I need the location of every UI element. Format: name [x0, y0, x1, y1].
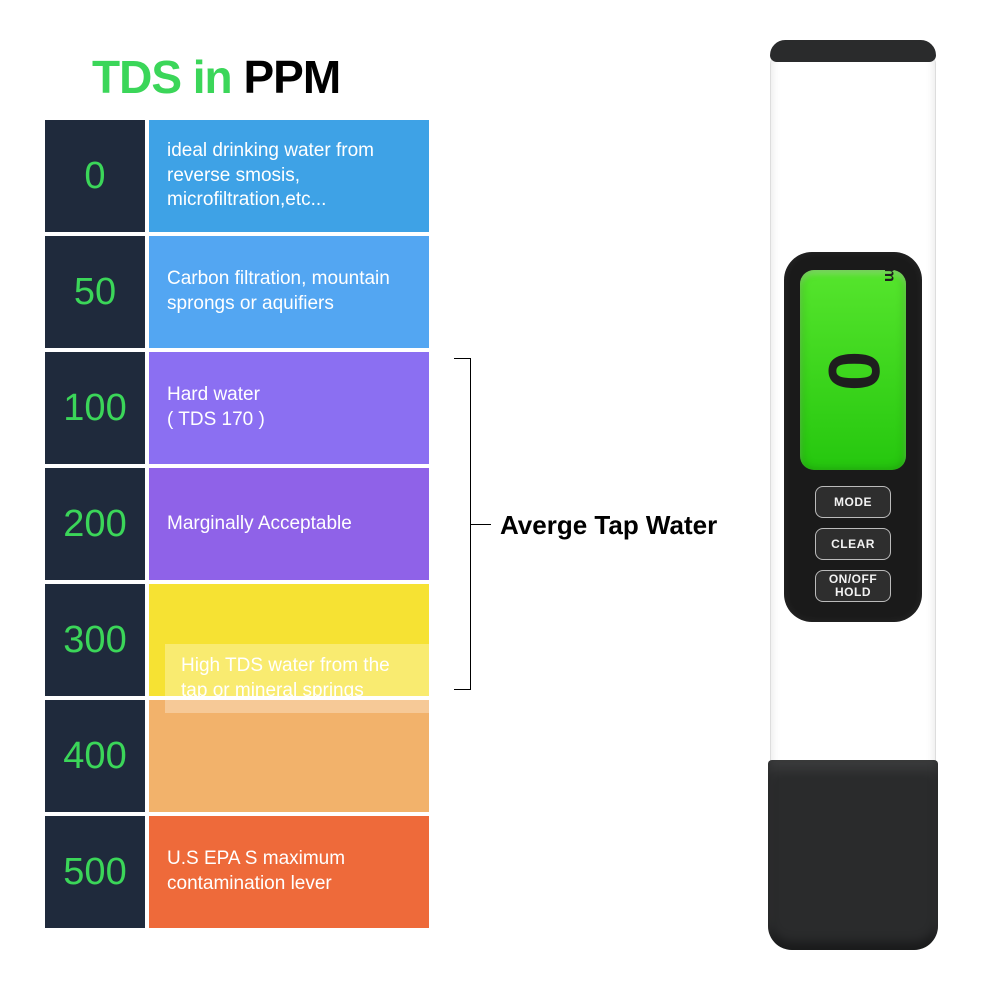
chart-desc-cell: ideal drinking water from reverse smosis…: [149, 120, 429, 232]
device-button[interactable]: ON/OFF HOLD: [815, 570, 891, 602]
chart-desc-cell: Hard water ( TDS 170 ): [149, 352, 429, 464]
chart-value-cell: 200: [45, 468, 145, 580]
chart-value-cell: 0: [45, 120, 145, 232]
device-top-cap: [770, 40, 936, 62]
screen-reading: 0: [812, 351, 894, 389]
chart-desc-cell: U.S EPA S maximum contamination lever: [149, 816, 429, 928]
chart-row: 300High TDS water from the tap or minera…: [45, 584, 429, 696]
chart-overlap-label: High TDS water from the tap or mineral s…: [165, 644, 429, 713]
device-buttons: MODE CLEAR ON/OFF HOLD: [800, 486, 906, 602]
chart-row: 400: [45, 700, 429, 812]
device-screen-bezel: 0 ppm MODE CLEAR ON/OFF HOLD: [784, 252, 922, 622]
bracket-label: Averge Tap Water: [500, 510, 717, 541]
title-black: PPM: [243, 51, 340, 103]
bracket-line: [435, 358, 471, 690]
device-button[interactable]: MODE: [815, 486, 891, 518]
screen-unit: ppm: [880, 270, 898, 282]
chart-row: 500U.S EPA S maximum contamination lever: [45, 816, 429, 928]
tds-chart: 0ideal drinking water from reverse smosi…: [45, 120, 429, 932]
chart-row: 100Hard water ( TDS 170 ): [45, 352, 429, 464]
chart-value-cell: 500: [45, 816, 145, 928]
chart-row: 50Carbon filtration, mountain sprongs or…: [45, 236, 429, 348]
device-screen: 0 ppm: [800, 270, 906, 470]
page-title: TDS in PPM: [92, 50, 340, 104]
device-bottom-cap: [768, 760, 938, 950]
chart-row: 200Marginally Acceptable: [45, 468, 429, 580]
chart-desc-cell: Carbon filtration, mountain sprongs or a…: [149, 236, 429, 348]
title-green: TDS in: [92, 51, 232, 103]
chart-value-cell: 100: [45, 352, 145, 464]
chart-desc-cell: [149, 700, 429, 812]
chart-value-cell: 300: [45, 584, 145, 696]
device-button[interactable]: CLEAR: [815, 528, 891, 560]
chart-desc-cell: Marginally Acceptable: [149, 468, 429, 580]
chart-value-cell: 50: [45, 236, 145, 348]
chart-value-cell: 400: [45, 700, 145, 812]
tds-meter-device: 0 ppm MODE CLEAR ON/OFF HOLD: [770, 40, 936, 950]
chart-row: 0ideal drinking water from reverse smosi…: [45, 120, 429, 232]
